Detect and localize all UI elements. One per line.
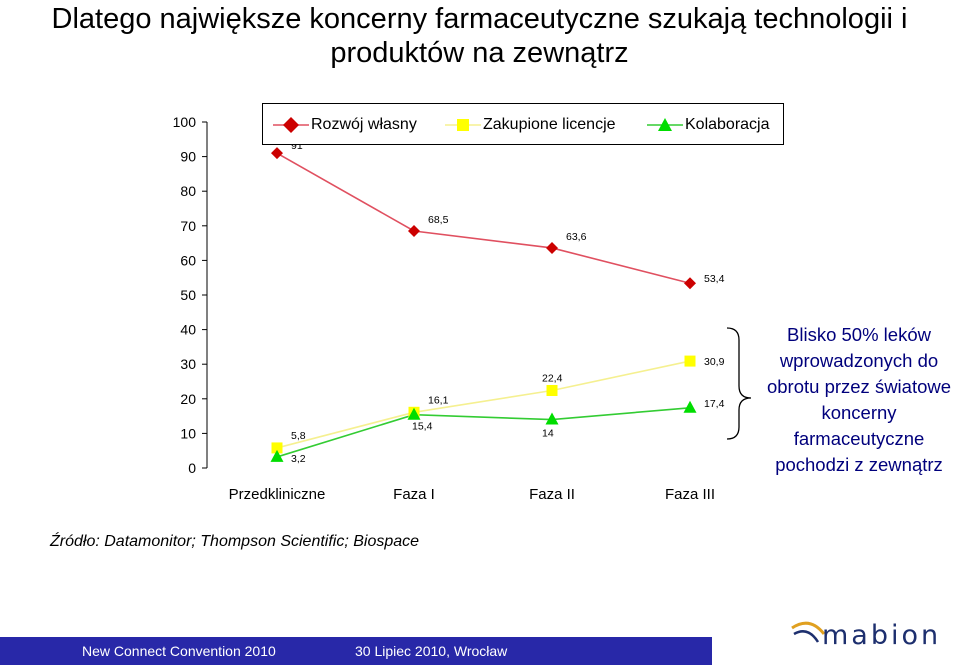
legend-label-rozwoj: Rozwój własny <box>311 116 417 133</box>
y-tick-label-9: 90 <box>180 149 196 165</box>
y-tick-label-6: 60 <box>180 252 196 268</box>
data-label-licencje-3: 30,9 <box>704 356 725 368</box>
data-label-rozwoj-1: 68,5 <box>428 214 449 226</box>
mabion-logo-icon <box>791 621 826 643</box>
data-label-kolaboracja-2: 14 <box>542 428 554 440</box>
data-label-kolaboracja-3: 17,4 <box>704 398 725 410</box>
legend-square-icon <box>445 119 481 131</box>
page-title: Dlatego największe koncerny farmaceutycz… <box>51 3 908 69</box>
point-kolaboracja-2 <box>545 412 559 425</box>
point-licencje-3 <box>684 355 696 367</box>
data-label-kolaboracja-1: 15,4 <box>412 421 433 433</box>
footer-date-place: 30 Lipiec 2010, Wrocław <box>355 643 508 659</box>
data-label-licencje-2: 22,4 <box>542 372 563 384</box>
point-rozwoj-1 <box>408 224 420 237</box>
footer-event: New Connect Convention 2010 <box>82 643 276 659</box>
y-tick-label-5: 50 <box>180 287 196 303</box>
point-licencje-0 <box>271 442 283 454</box>
x-category-label-3: Faza III <box>665 486 715 503</box>
y-tick-label-2: 20 <box>180 391 196 407</box>
x-category-label-1: Faza I <box>393 486 435 503</box>
legend-label-kolaboracja: Kolaboracja <box>685 116 770 133</box>
y-tick-label-3: 30 <box>180 356 196 372</box>
point-kolaboracja-3 <box>683 400 697 413</box>
point-rozwoj-0 <box>271 147 283 160</box>
side-note: Blisko 50% leków wprowadzonych do obrotu… <box>766 324 952 475</box>
chart-legend: Rozwój własny Zakupione licencje Kolabor… <box>262 103 784 145</box>
y-tick-label-4: 40 <box>180 322 196 338</box>
legend-triangle-icon <box>647 118 683 131</box>
series-line-licencje <box>276 360 691 449</box>
y-tick-label-1: 10 <box>180 425 196 441</box>
data-label-rozwoj-2: 63,6 <box>566 231 587 243</box>
y-tick-label-10: 100 <box>173 114 197 130</box>
mabion-logo-text: mabion <box>822 620 942 651</box>
footer-bar: New Connect Convention 2010 30 Lipiec 20… <box>0 637 712 665</box>
legend-diamond-icon <box>273 117 309 133</box>
point-licencje-2 <box>546 384 558 396</box>
data-label-kolaboracja-0: 3,2 <box>291 453 306 465</box>
data-label-licencje-0: 5,8 <box>291 430 306 442</box>
point-kolaboracja-0 <box>270 449 284 462</box>
x-category-label-0: Przedkliniczne <box>229 486 326 503</box>
point-kolaboracja-1 <box>407 407 421 420</box>
point-rozwoj-3 <box>684 277 696 290</box>
data-label-rozwoj-0: 91 <box>291 140 303 152</box>
series-line-rozwoj <box>276 152 691 285</box>
data-label-licencje-1: 16,1 <box>428 394 449 406</box>
data-label-rozwoj-3: 53,4 <box>704 273 725 285</box>
note-brace <box>726 327 752 440</box>
y-tick-label-7: 70 <box>180 218 196 234</box>
x-category-label-2: Faza II <box>529 486 575 503</box>
y-tick-label-8: 80 <box>180 183 196 199</box>
series-line-kolaboracja <box>276 406 691 458</box>
legend-label-licencje: Zakupione licencje <box>483 116 616 133</box>
y-tick-label-0: 0 <box>188 460 196 476</box>
source-note: Źródło: Datamonitor; Thompson Scientific… <box>50 533 420 550</box>
point-rozwoj-2 <box>546 241 558 254</box>
